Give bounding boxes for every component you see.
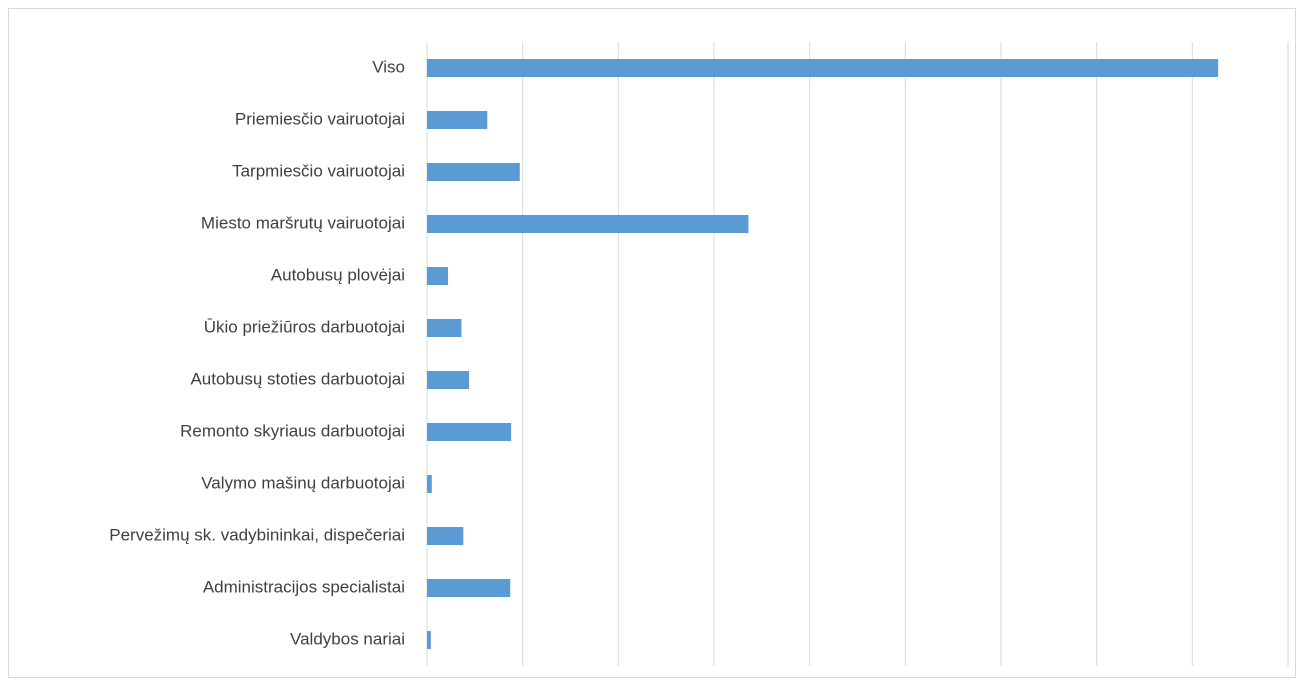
bar [427,527,464,545]
chart-border [8,8,1296,678]
y-tick-label: Miesto maršrutų vairuotojai [201,213,405,232]
bar [427,59,1219,77]
bar [427,579,511,597]
y-tick-label: Priemiesčio vairuotojai [235,109,405,128]
y-tick-label: Tarpmiesčio vairuotojai [232,161,405,180]
y-tick-label: Valdybos nariai [290,629,405,648]
y-tick-label: Pervežimų sk. vadybininkai, dispečeriai [109,525,405,544]
bar [427,371,470,389]
bar [427,111,488,129]
y-tick-label: Remonto skyriaus darbuotojai [180,421,405,440]
y-tick-label: Autobusų plovėjai [271,265,405,284]
y-tick-label: Viso [372,57,405,76]
bar [427,163,520,181]
y-tick-label: Administracijos specialistai [203,577,405,596]
bar [427,215,749,233]
bar [427,319,462,337]
bar [427,423,512,441]
y-tick-label: Valymo mašinų darbuotojai [201,473,405,492]
bar [427,631,431,649]
bar [427,475,432,493]
y-tick-label: Autobusų stoties darbuotojai [190,369,405,388]
y-tick-label: Ūkio priežiūros darbuotojai [204,317,405,336]
bar [427,267,449,285]
